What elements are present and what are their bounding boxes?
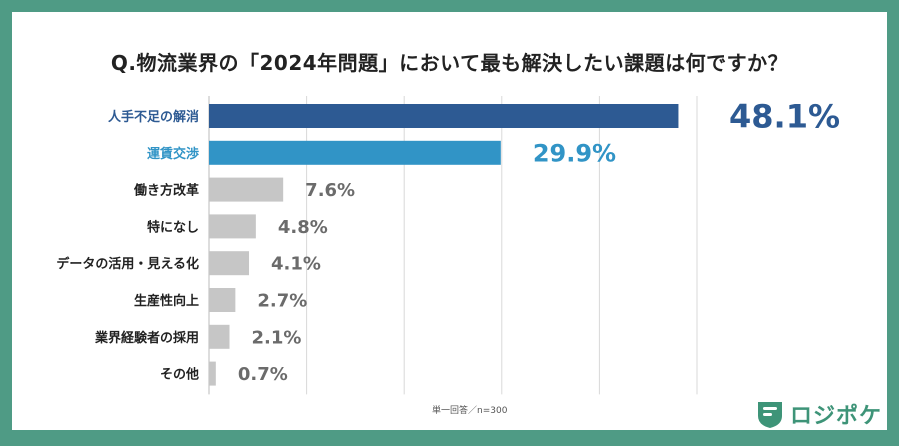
- data-label: 4.8%: [278, 217, 328, 238]
- tick-label: データの活用・見える化: [56, 256, 199, 272]
- data-label: 2.1%: [251, 327, 301, 348]
- data-label: 48.1%: [729, 98, 840, 136]
- bar: [209, 361, 216, 386]
- shield-logo-icon: [758, 402, 782, 428]
- bar-chart: 人手不足の解消 48.1% 運賃交渉 29.9% 働き方改革 7.6% 特になし 4.8% デー…: [56, 96, 840, 395]
- bar: [209, 324, 230, 349]
- data-label: 7.6%: [305, 180, 355, 201]
- tick-label: 運賃交渉: [147, 146, 199, 162]
- chart-card: Q.物流業界の「2024年問題」において最も解決したい課題は何ですか？ 人手不足…: [12, 12, 887, 430]
- chart-title: Q.物流業界の「2024年問題」において最も解決したい課題は何ですか？: [110, 51, 789, 75]
- brand-name: ロジポケ: [790, 404, 883, 429]
- brand-logo: ロジポケ: [756, 398, 882, 430]
- bar: [209, 140, 501, 165]
- bar: [209, 177, 284, 202]
- data-label: 0.7%: [238, 364, 288, 385]
- bar: [209, 288, 236, 312]
- bar: [209, 104, 679, 128]
- survey-note: 単一回答／n=300: [432, 406, 508, 416]
- tick-label: 特になし: [147, 219, 199, 235]
- tick-label: その他: [160, 367, 199, 383]
- data-label: 4.1%: [271, 254, 321, 275]
- bar: [209, 251, 250, 276]
- data-label: 29.9%: [533, 139, 616, 167]
- tick-label: 人手不足の解消: [108, 109, 199, 125]
- tick-label: 働き方改革: [133, 183, 199, 199]
- tick-label: 業界経験者の採用: [94, 330, 199, 346]
- data-label: 2.7%: [257, 290, 307, 311]
- bar: [209, 214, 256, 239]
- tick-label: 生産性向上: [134, 293, 199, 309]
